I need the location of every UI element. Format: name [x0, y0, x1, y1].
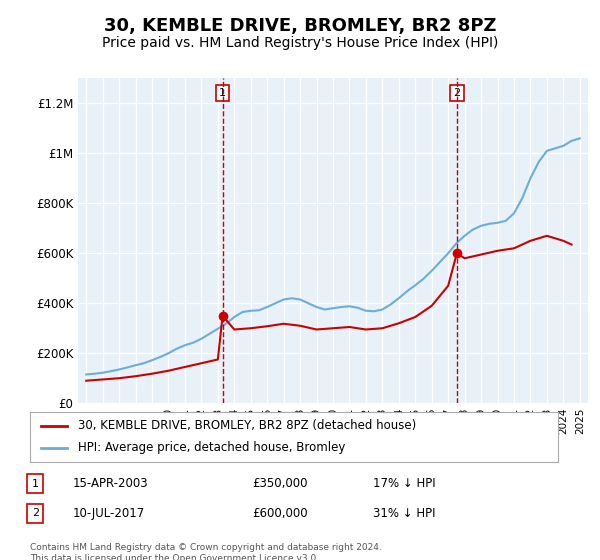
- Text: 10-JUL-2017: 10-JUL-2017: [72, 507, 145, 520]
- Text: 30, KEMBLE DRIVE, BROMLEY, BR2 8PZ (detached house): 30, KEMBLE DRIVE, BROMLEY, BR2 8PZ (deta…: [77, 419, 416, 432]
- Text: 31% ↓ HPI: 31% ↓ HPI: [373, 507, 436, 520]
- Text: 2: 2: [454, 88, 460, 98]
- Text: 1: 1: [219, 88, 226, 98]
- Text: HPI: Average price, detached house, Bromley: HPI: Average price, detached house, Brom…: [77, 441, 345, 454]
- Text: 15-APR-2003: 15-APR-2003: [72, 477, 148, 490]
- Text: Contains HM Land Registry data © Crown copyright and database right 2024.
This d: Contains HM Land Registry data © Crown c…: [30, 543, 382, 560]
- Text: 1: 1: [32, 479, 39, 489]
- Text: £600,000: £600,000: [252, 507, 307, 520]
- Text: 30, KEMBLE DRIVE, BROMLEY, BR2 8PZ: 30, KEMBLE DRIVE, BROMLEY, BR2 8PZ: [104, 17, 496, 35]
- Text: Price paid vs. HM Land Registry's House Price Index (HPI): Price paid vs. HM Land Registry's House …: [102, 36, 498, 50]
- Text: 17% ↓ HPI: 17% ↓ HPI: [373, 477, 436, 490]
- Text: 2: 2: [32, 508, 39, 518]
- Text: £350,000: £350,000: [252, 477, 307, 490]
